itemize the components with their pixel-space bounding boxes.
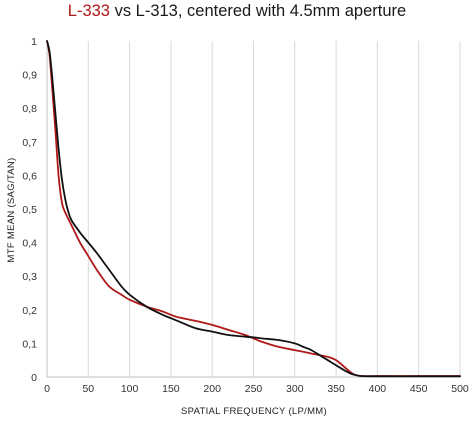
x-tick-label: 150 xyxy=(162,383,180,395)
y-tick-label: 0,2 xyxy=(22,305,37,317)
x-tick-label: 400 xyxy=(369,383,387,395)
chart-title-highlight: L-333 xyxy=(67,2,110,20)
x-tick-label: 0 xyxy=(44,383,50,395)
tick-labels: 0 50 100 150 200 250 300 350 400 450 500 0 0,1 0,2 0,3… xyxy=(22,36,469,395)
chart-title: L-333 vs L-313, centered with 4.5mm aper… xyxy=(0,2,474,21)
y-tick-label: 0,3 xyxy=(22,271,37,283)
y-tick-label: 0 xyxy=(31,372,37,384)
x-tick-label: 50 xyxy=(82,383,94,395)
y-axis-label: MTF MEAN (SAG/TAN) xyxy=(6,158,17,263)
x-tick-label: 450 xyxy=(410,383,428,395)
series-lines xyxy=(46,40,461,378)
y-tick-label: 0,1 xyxy=(22,338,37,350)
y-tick-label: 0,8 xyxy=(22,103,37,115)
x-tick-label: 500 xyxy=(451,383,469,395)
y-tick-label: 0,4 xyxy=(22,238,37,250)
y-tick-label: 0,7 xyxy=(22,137,37,149)
x-axis-label: SPATIAL FREQUENCY (LP/MM) xyxy=(181,406,327,417)
y-tick-label: 0,5 xyxy=(22,204,37,216)
x-tick-label: 350 xyxy=(327,383,345,395)
x-tick-label: 200 xyxy=(203,383,221,395)
y-tick-label: 0,6 xyxy=(22,170,37,182)
y-tick-label: 0,9 xyxy=(22,70,37,82)
x-tick-label: 300 xyxy=(286,383,304,395)
grid-lines xyxy=(87,41,461,377)
chart-title-rest: vs L-313, centered with 4.5mm aperture xyxy=(109,2,407,20)
x-tick-label: 250 xyxy=(245,383,263,395)
y-tick-label: 1 xyxy=(31,36,37,48)
series-line-2 xyxy=(46,40,461,378)
x-tick-label: 100 xyxy=(121,383,139,395)
series-line-1 xyxy=(46,40,461,378)
